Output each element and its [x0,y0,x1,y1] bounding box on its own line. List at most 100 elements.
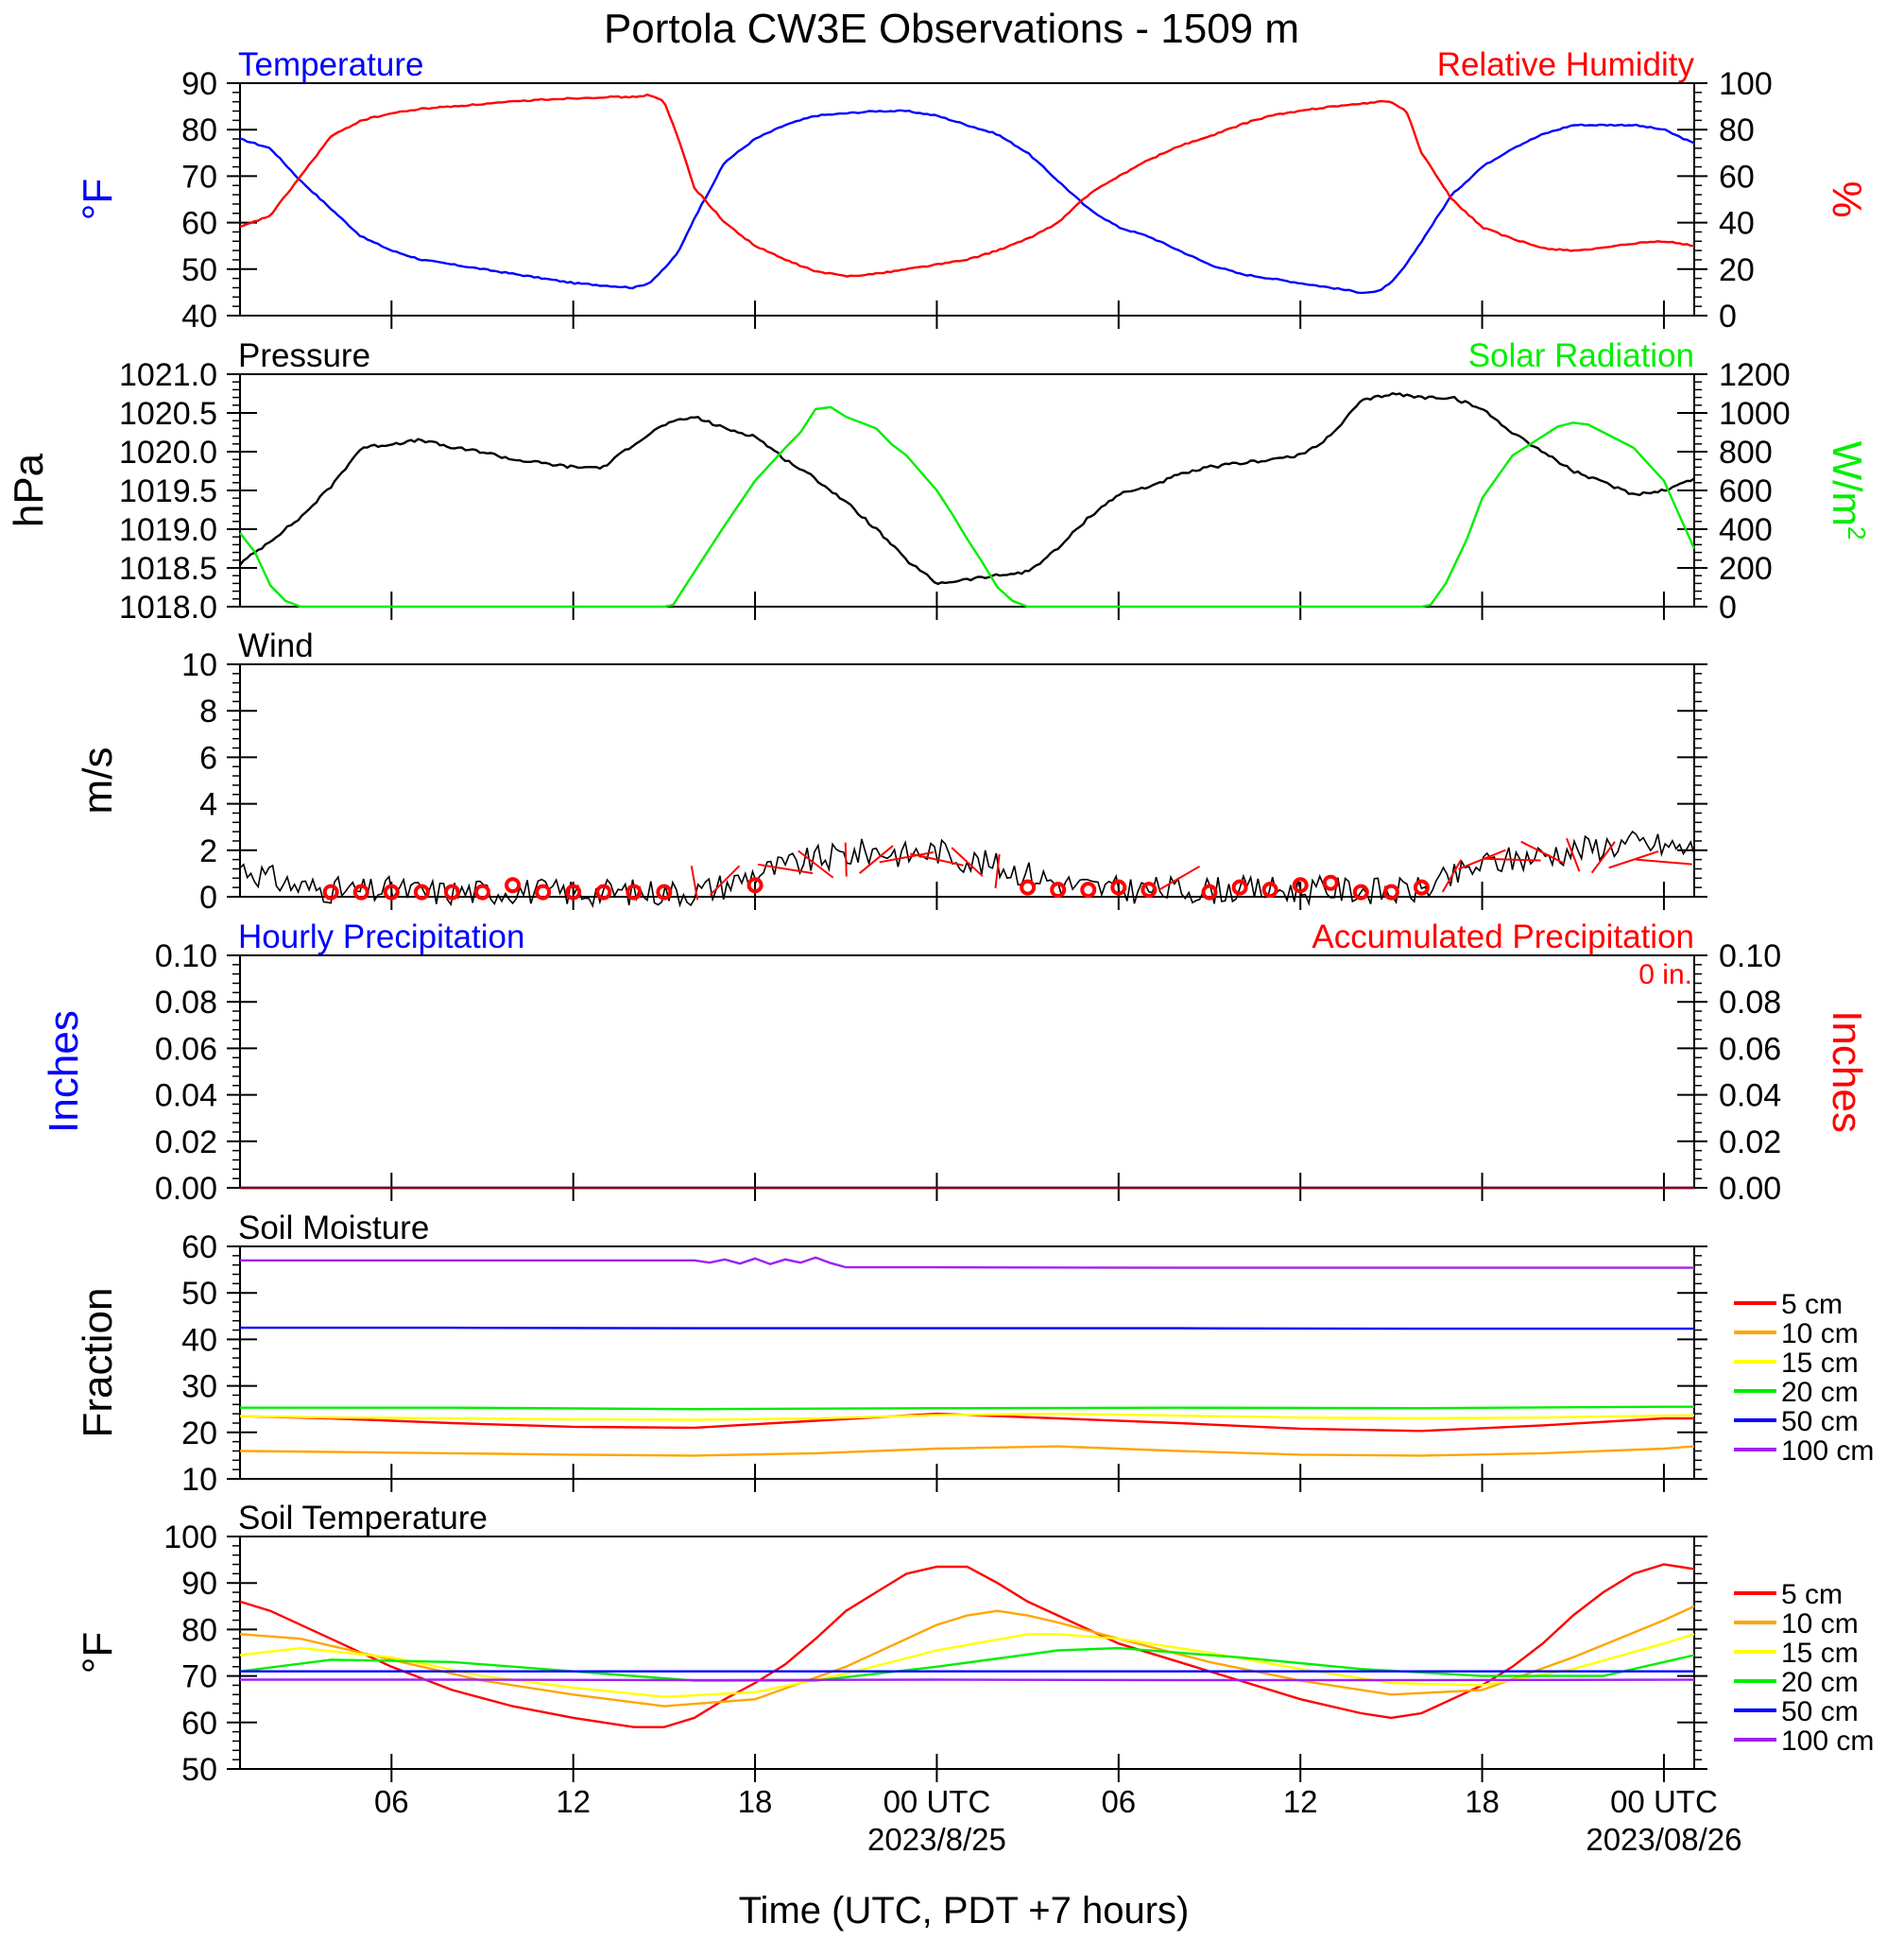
plot-frame [239,1245,1695,1480]
wind-barb-calm [1231,879,1248,896]
legend-label: 15 cm [1781,1638,1859,1669]
series-soil_10 [239,1445,1695,1457]
y-tick-label-right: 200 [1719,551,1773,587]
y-tick-label-left: 80 [181,112,217,148]
series-soil_20 [239,1646,1695,1682]
wind-barb [1441,859,1463,893]
y-tick-label-right: 60 [1719,159,1755,195]
wind-barb [1520,840,1566,865]
y-tick-label-left: 40 [181,1322,217,1358]
wind-barb [1608,850,1659,869]
y-tick-label-left: 0.10 [155,938,217,974]
wind-barb-calm [1413,879,1430,896]
y-axis-label-left: hPa [6,453,52,527]
y-tick-label-left: 0.06 [155,1031,217,1067]
y-axis-label-left: Inches [41,1010,87,1133]
x-tick-label: 18 [1465,1784,1500,1819]
x-axis-label: Time (UTC, PDT +7 hours) [739,1890,1190,1931]
plot-frame [239,82,1695,317]
y-tick-label-left: 2 [199,833,217,869]
y-tick-label-left: 1019.0 [119,512,217,548]
y-tick-label-left: 1018.0 [119,590,217,626]
y-tick-label-right: 0 [1719,590,1737,626]
y-axis-label-right: W/m2 [1824,441,1871,541]
wind-barb [709,865,741,896]
panel-precip: Hourly Precipitation Accumulated Precipit… [41,918,1870,1207]
y-tick-label-left: 1021.0 [119,357,217,393]
y-tick-label-left: 50 [181,252,217,288]
wind-barb-calm [443,884,460,901]
y-tick-label-left: 10 [181,1462,217,1498]
legend-label: 10 cm [1781,1318,1859,1349]
y-tick-label-left: 90 [181,1566,217,1602]
y-tick-label-right: 0 [1719,299,1737,335]
y-tick-label-left: 70 [181,159,217,195]
panel-wind: Wind 0 2 4 6 8 10 m/s [75,627,1707,916]
plot-frame [239,663,1695,898]
y-tick-label-left: 60 [181,1229,217,1265]
wind-barb-calm [505,877,522,894]
panel-title-left: Hourly Precipitation [238,918,524,955]
series-humidity [239,93,1695,278]
y-tick-label-left: 8 [199,694,217,730]
y-tick-label-left: 1020.0 [119,435,217,471]
y-axis-label-superscript: 2 [1843,526,1871,540]
panel-title-left: Temperature [238,46,423,83]
y-tick-label-left: 30 [181,1369,217,1405]
wind-barb-calm [1020,879,1037,896]
plot-frame [239,954,1695,1189]
series-temperature [239,109,1695,295]
wind-barb-calm [746,877,763,894]
panel-pressure_solar: Pressure Solar Radiation1018.01018.51019.… [6,337,1871,626]
y-tick-label-right: 40 [1719,206,1755,242]
series-soil_50 [240,1326,1694,1331]
wind-barb [879,850,935,864]
wind-barb-calm [1201,884,1218,901]
y-tick-label-left: 50 [181,1276,217,1312]
wind-barb-calm [1261,882,1278,899]
wind-barb [757,863,814,875]
y-tick-label-left: 0.02 [155,1125,217,1160]
y-tick-label-left: 0.00 [155,1171,217,1207]
wind-barb [1484,857,1541,862]
y-tick-label-left: 70 [181,1659,217,1695]
y-tick-label-left: 20 [181,1416,217,1451]
y-tick-label-left: 60 [181,206,217,242]
y-tick-label-left: 10 [181,647,217,683]
wind-barb [1590,841,1616,874]
y-tick-label-left: 60 [181,1706,217,1742]
wind-barb-calm [565,884,582,901]
y-tick-label-right: 0.04 [1719,1078,1781,1114]
series-soil_15 [239,1412,1695,1421]
wind-barb [1636,858,1692,866]
wind-barb [951,847,984,877]
wind-barb-calm [656,884,673,901]
wind-barb-calm [1050,882,1067,899]
y-tick-label-right: 100 [1719,66,1773,102]
legend-label: 100 cm [1781,1435,1874,1467]
y-tick-label-right: 20 [1719,252,1755,288]
y-tick-label-left: 40 [181,299,217,335]
x-tick-label: 06 [374,1784,409,1819]
y-tick-label-left: 6 [199,740,217,776]
y-tick-label-left: 1019.5 [119,473,217,509]
panel-title-right: Relative Humidity [1437,46,1695,83]
wind-barb [1566,837,1581,872]
y-tick-label-left: 80 [181,1612,217,1648]
wind-barb-calm [1292,877,1309,894]
wind-barb-calm [352,884,369,901]
y-tick-label-left: 0.08 [155,985,217,1021]
y-tick-label-right: 80 [1719,112,1755,148]
y-tick-label-right: 600 [1719,473,1773,509]
wind-barb [859,845,894,874]
legend-label: 5 cm [1781,1579,1843,1610]
y-tick-label-right: 800 [1719,435,1773,471]
x-tick-label: 12 [556,1784,591,1819]
series-pressure [239,391,1695,586]
chart-title: Portola CW3E Observations - 1509 m [604,6,1299,52]
y-tick-label-left: 0 [199,880,217,916]
panel-title-right: Solar Radiation [1468,337,1694,374]
wind-barb-calm [413,884,430,901]
legend-label: 5 cm [1781,1289,1843,1320]
